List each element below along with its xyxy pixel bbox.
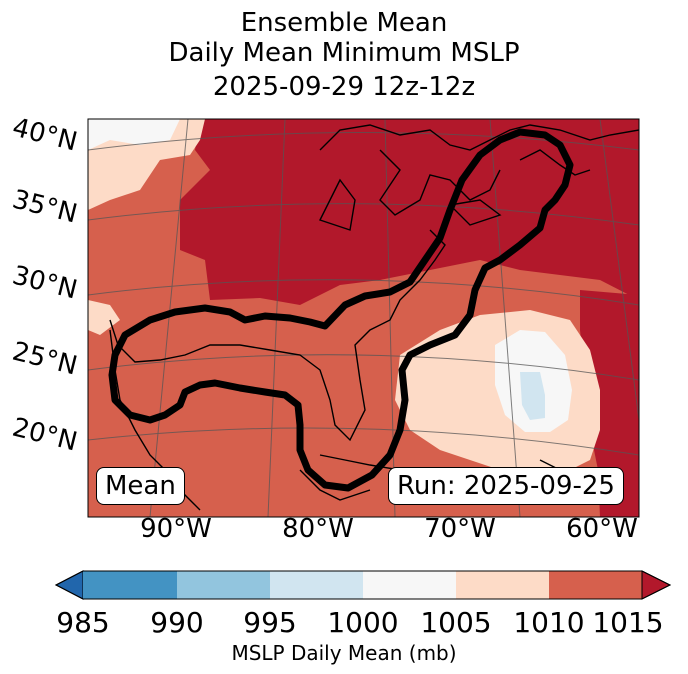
pressure-field-1010-1015-east [580,290,639,517]
colorbar [54,570,672,600]
lon-label-80w: 80°W [282,514,354,544]
lon-label-70w: 70°W [424,514,496,544]
colorbar-tick-1000: 1000 [327,606,399,639]
colorbar-extend-high [641,570,672,600]
mean-label: Mean [96,467,185,505]
colorbar-bin-1005-1010 [456,571,549,599]
colorbar-bin-990-995 [177,571,270,599]
colorbar-bin-985-990 [83,571,177,599]
colorbar-bin-1000-1005 [363,571,456,599]
title-line-3: 2025-09-29 12z-12z [212,72,476,102]
colorbar-tick-995: 995 [243,606,297,639]
colorbar-frame [54,570,672,600]
pressure-field-1000-1005-nw [88,119,205,210]
colorbar-tick-1015: 1015 [592,606,664,639]
colorbar-extend-low [54,570,84,600]
lon-label-60w: 60°W [566,514,638,544]
colorbar-bin-995-1000 [270,571,363,599]
map-frame [87,118,640,518]
pressure-field-995-1000-nw [88,119,180,150]
colorbar-bin-1010-1015 [549,571,642,599]
run-label: Run: 2025-09-25 [388,467,624,505]
pressure-field-990-995-core [520,372,545,420]
pressure-field-1000-1005-w [88,300,120,335]
ensemble-outline [108,128,574,492]
colorbar-tick-1010: 1010 [513,606,585,639]
colorbar-tick-990: 990 [150,606,204,639]
title-line-1: Ensemble Mean [240,8,448,38]
colorbar-tick-1005: 1005 [420,606,492,639]
lon-label-90w: 90°W [140,514,212,544]
map-area [88,119,639,517]
colorbar-label: MSLP Daily Mean (mb) [231,641,457,665]
colorbar-tick-985: 985 [56,606,110,639]
title-line-2: Daily Mean Minimum MSLP [168,38,520,68]
